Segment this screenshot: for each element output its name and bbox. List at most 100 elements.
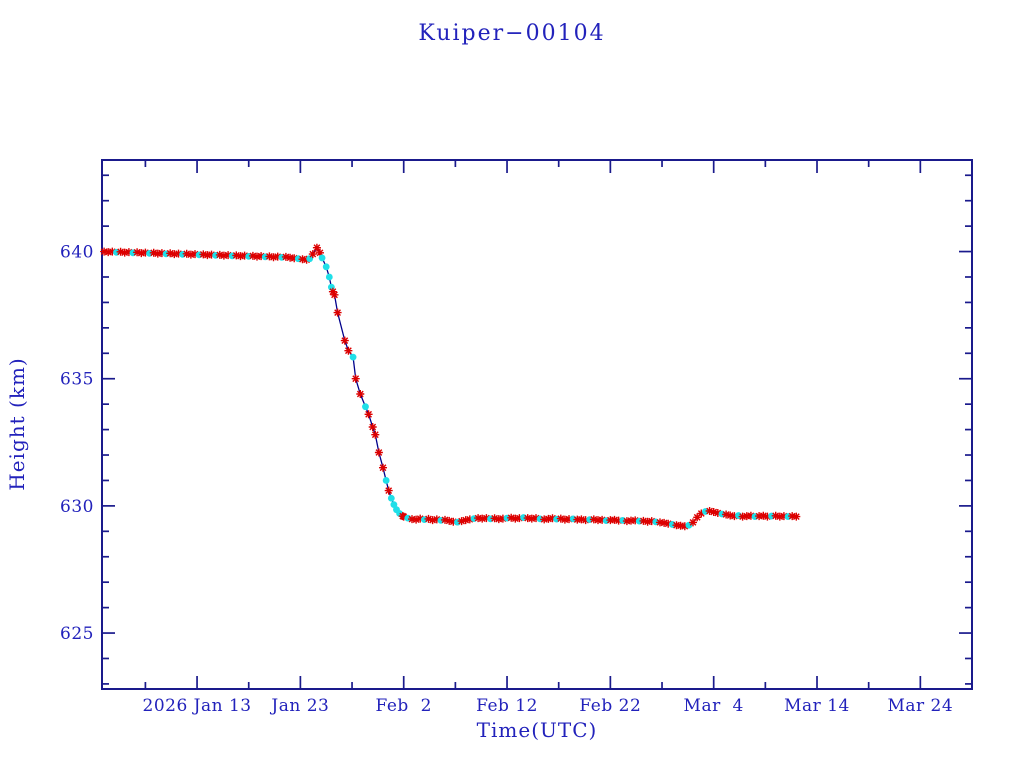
cyan-dot-marker — [685, 521, 693, 529]
red-asterisk-marker — [755, 512, 764, 521]
red-asterisk-marker — [449, 517, 458, 526]
cyan-dot-marker — [306, 255, 314, 263]
red-asterisk-marker — [281, 252, 290, 261]
red-asterisk-marker — [594, 516, 602, 525]
red-asterisk-marker — [445, 516, 454, 525]
red-asterisk-marker — [351, 374, 360, 383]
red-asterisk-marker — [141, 248, 150, 257]
red-asterisk-marker — [540, 515, 549, 524]
red-asterisk-marker — [133, 248, 142, 257]
x-tick-label: Mar 14 — [784, 696, 850, 716]
red-asterisk-marker — [153, 249, 162, 258]
red-asterisk-marker — [722, 510, 731, 519]
red-asterisk-marker — [498, 514, 507, 523]
red-asterisk-marker — [614, 516, 623, 525]
red-asterisk-marker — [308, 250, 317, 259]
cyan-dot-marker — [382, 477, 390, 484]
red-asterisk-marker — [120, 248, 129, 257]
red-asterisk-marker — [676, 521, 685, 530]
y-tick-label: 635 — [60, 370, 94, 390]
red-asterisk-marker — [589, 515, 598, 524]
y-tick-label: 625 — [60, 624, 94, 644]
red-asterisk-marker — [104, 248, 113, 257]
red-asterisk-marker — [457, 517, 466, 526]
red-asterisk-marker — [660, 518, 669, 527]
red-asterisk-marker — [124, 248, 133, 257]
red-asterisk-marker — [494, 515, 503, 524]
red-asterisk-marker — [236, 252, 245, 261]
x-tick-label: Feb 12 — [476, 696, 538, 716]
y-tick-label: 640 — [60, 243, 94, 263]
red-asterisk-marker — [709, 508, 718, 516]
red-asterisk-marker — [374, 448, 383, 457]
red-asterisk-marker — [149, 248, 158, 257]
tick-labels: 2026 Jan 13 Jan 23 Feb 2 Feb 12 Feb 22 Mar 4 M… — [60, 243, 953, 716]
red-asterisk-marker — [560, 515, 569, 524]
red-asterisk-marker — [290, 254, 299, 263]
red-asterisk-marker — [507, 513, 516, 522]
red-asterisk-marker — [298, 255, 307, 264]
red-asterisk-marker — [779, 512, 788, 521]
red-asterisk-marker — [356, 390, 365, 398]
red-asterisk-marker — [399, 512, 408, 521]
red-asterisk-marker — [788, 512, 797, 521]
red-asterisk-marker — [371, 430, 380, 439]
red-asterisk-marker — [269, 253, 278, 262]
red-asterisk-marker — [610, 515, 619, 524]
red-asterisk-marker — [344, 346, 353, 355]
red-asterisk-marker — [697, 509, 706, 518]
red-asterisk-marker — [573, 515, 582, 524]
red-asterisk-marker — [577, 515, 586, 524]
red-asterisk-marker — [532, 514, 540, 523]
red-asterisk-marker — [792, 512, 801, 521]
red-asterisk-marker — [265, 252, 274, 261]
red-asterisk-marker — [379, 463, 387, 472]
x-axis-label: Time(UTC) — [477, 718, 598, 742]
red-asterisk-marker — [100, 247, 109, 256]
cyan-dot-marker — [325, 273, 333, 281]
red-asterisk-marker — [465, 515, 474, 524]
x-tick-label: Feb 2 — [375, 696, 431, 716]
red-asterisk-marker — [680, 522, 689, 531]
red-asterisk-marker — [746, 511, 755, 520]
red-asterisk-marker — [232, 251, 241, 260]
red-asterisk-marker — [461, 516, 470, 525]
red-asterisk-marker — [428, 516, 437, 525]
red-asterisk-marker — [643, 517, 652, 526]
red-asterisk-marker — [544, 514, 553, 523]
red-asterisk-marker — [199, 250, 208, 259]
y-tick-label: 630 — [60, 497, 94, 517]
plot-box — [101, 159, 973, 690]
red-asterisk-marker — [170, 250, 179, 259]
red-asterisk-marker — [412, 515, 421, 524]
red-asterisk-marker — [215, 250, 224, 259]
x-tick-label: Feb 22 — [579, 696, 641, 716]
red-asterisk-marker — [174, 249, 183, 258]
red-asterisk-marker — [108, 247, 117, 256]
red-asterisk-marker — [248, 251, 257, 260]
red-asterisk-marker — [312, 243, 321, 252]
height-line — [104, 246, 797, 527]
red-asterisk-marker — [253, 252, 261, 261]
red-asterisk-marker — [441, 515, 449, 524]
red-asterisk-marker — [738, 512, 747, 521]
cyan-dot-marker — [349, 353, 357, 361]
red-asterisk-marker — [523, 514, 532, 523]
red-asterisk-marker — [730, 512, 739, 521]
red-asterisk-marker — [689, 518, 697, 527]
red-asterisk-marker — [219, 251, 228, 260]
red-asterisk-marker — [759, 511, 768, 520]
red-asterisk-marker — [286, 253, 295, 262]
red-asterisk-marker — [157, 249, 166, 258]
red-asterisk-marker — [693, 513, 702, 522]
red-asterisk-marker — [606, 516, 615, 525]
red-asterisk-marker — [191, 250, 199, 259]
red-asterisk-marker — [340, 336, 349, 345]
red-asterisk-marker — [364, 410, 373, 419]
red-asterisk-marker — [333, 308, 342, 317]
red-asterisk-marker — [664, 519, 673, 528]
x-tick-label: Mar 24 — [887, 696, 953, 716]
cyan-dot-marker — [322, 263, 330, 271]
